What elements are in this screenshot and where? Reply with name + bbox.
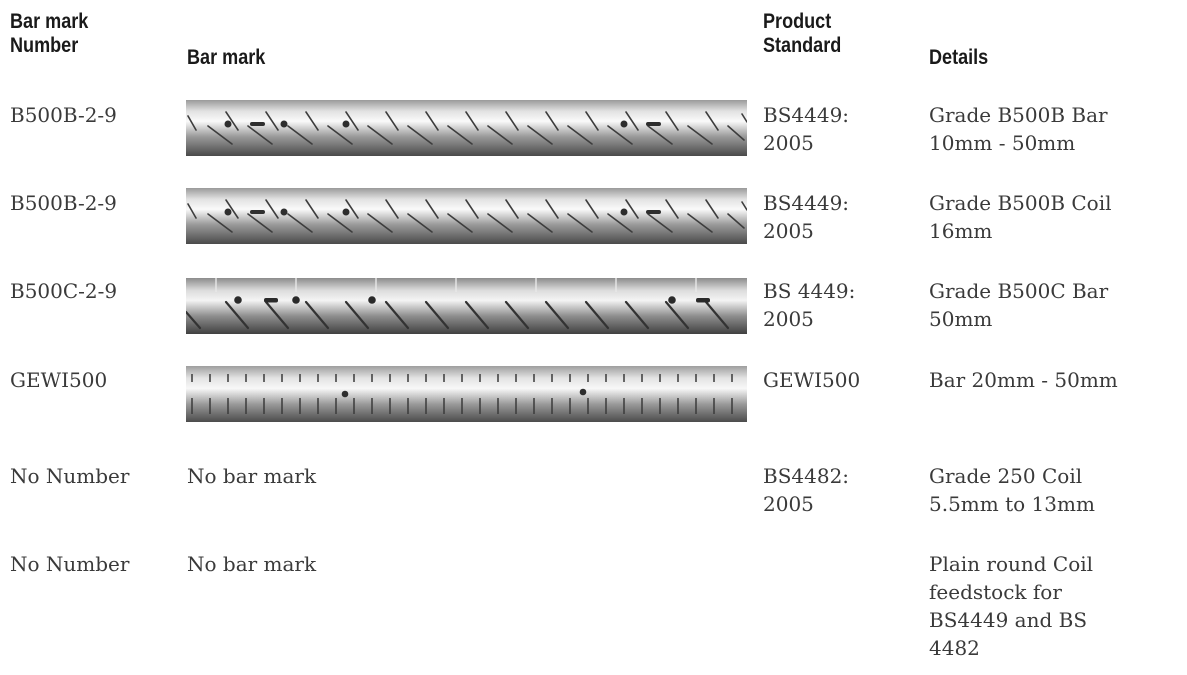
header-details: Details (929, 46, 989, 69)
rebar-b500b-bar-icon (186, 100, 747, 156)
row-6-number: No Number (10, 552, 130, 576)
row-5-number: No Number (10, 464, 130, 488)
row-4-number: GEWI500 (10, 368, 108, 392)
row-5-mark: No bar mark (187, 464, 317, 488)
row-5-standard: BS4482: 2005 (763, 464, 850, 516)
rebar-gewi500-icon (186, 366, 747, 422)
rebar-b500c-bar-icon (186, 278, 747, 334)
header-bar-mark: Bar mark (187, 46, 266, 69)
header-bar-mark-number: Bar mark Number (10, 10, 89, 57)
row-6-details: Plain round Coil feedstock for BS4449 an… (929, 552, 1094, 660)
row-4-details: Bar 20mm - 50mm (929, 368, 1118, 392)
row-3-number: B500C-2-9 (10, 279, 118, 303)
row-1-standard: BS4449: 2005 (763, 103, 850, 155)
row-4-standard: GEWI500 (763, 368, 861, 392)
row-5-details: Grade 250 Coil 5.5mm to 13mm (929, 464, 1095, 516)
row-2-number: B500B-2-9 (10, 191, 117, 215)
row-3-standard: BS 4449: 2005 (763, 279, 856, 331)
rebar-b500b-coil-icon (186, 188, 747, 244)
row-2-details: Grade B500B Coil 16mm (929, 191, 1112, 243)
row-1-details: Grade B500B Bar 10mm - 50mm (929, 103, 1108, 155)
row-2-standard: BS4449: 2005 (763, 191, 850, 243)
row-6-mark: No bar mark (187, 552, 317, 576)
row-1-number: B500B-2-9 (10, 103, 117, 127)
header-product-standard: Product Standard (763, 10, 842, 57)
row-3-details: Grade B500C Bar 50mm (929, 279, 1109, 331)
